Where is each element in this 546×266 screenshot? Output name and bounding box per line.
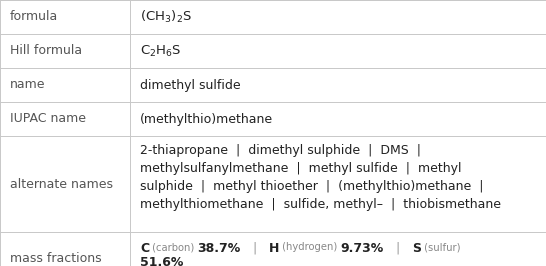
Text: Hill formula: Hill formula xyxy=(10,44,82,57)
Bar xyxy=(0,34,546,68)
Text: alternate names: alternate names xyxy=(10,177,113,190)
Text: mass fractions: mass fractions xyxy=(10,252,102,265)
Text: (methylthio)methane: (methylthio)methane xyxy=(140,113,273,126)
Text: 38.7%: 38.7% xyxy=(198,242,241,255)
Text: |: | xyxy=(384,242,412,255)
Text: (hydrogen): (hydrogen) xyxy=(280,242,341,252)
Bar xyxy=(0,68,546,102)
Text: C: C xyxy=(140,242,149,255)
Bar xyxy=(0,136,546,232)
Text: 9.73%: 9.73% xyxy=(341,242,384,255)
Text: name: name xyxy=(10,78,45,92)
Bar xyxy=(0,232,546,266)
Text: 51.6%: 51.6% xyxy=(140,256,183,266)
Text: (sulfur): (sulfur) xyxy=(422,242,461,252)
Text: formula: formula xyxy=(10,10,58,23)
Text: |: | xyxy=(241,242,269,255)
Text: S: S xyxy=(412,242,422,255)
Text: (carbon): (carbon) xyxy=(149,242,198,252)
Bar xyxy=(0,0,546,34)
Text: H: H xyxy=(269,242,280,255)
Text: $\mathrm{(CH_3)_2S}$: $\mathrm{(CH_3)_2S}$ xyxy=(140,9,192,25)
Text: $\mathrm{C_2H_6S}$: $\mathrm{C_2H_6S}$ xyxy=(140,43,182,59)
Text: dimethyl sulfide: dimethyl sulfide xyxy=(140,78,241,92)
Bar xyxy=(0,102,546,136)
Text: 2-thiapropane  |  dimethyl sulphide  |  DMS  |
methylsulfanylmethane  |  methyl : 2-thiapropane | dimethyl sulphide | DMS … xyxy=(140,144,501,211)
Text: IUPAC name: IUPAC name xyxy=(10,113,86,126)
